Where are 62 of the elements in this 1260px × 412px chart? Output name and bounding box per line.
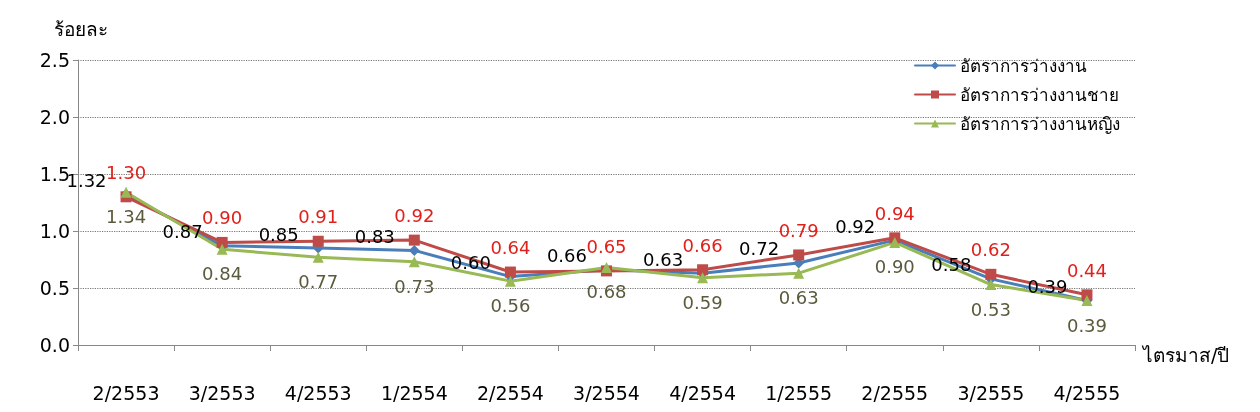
- data-label: 0.56: [490, 295, 531, 317]
- x-axis-title: ไตรมาส/ปี: [1141, 343, 1230, 366]
- legend-label: อัตราการว่างงานชาย: [960, 84, 1119, 105]
- data-label: 0.90: [874, 256, 915, 278]
- point: [793, 249, 805, 261]
- data-label: 0.92: [394, 205, 435, 227]
- data-label: 0.64: [490, 237, 531, 259]
- point: [793, 267, 805, 279]
- data-label: 0.63: [778, 287, 819, 309]
- data-label: 1.30: [106, 161, 147, 183]
- x-tick-label: 4/2553: [284, 381, 352, 404]
- y-tick-label: 1.0: [39, 220, 70, 242]
- point: [408, 256, 420, 268]
- y-tick-label: 0.0: [39, 334, 70, 356]
- data-label: 0.44: [1066, 259, 1107, 281]
- data-label: 0.53: [970, 298, 1011, 320]
- data-label: 0.68: [586, 281, 627, 303]
- point: [697, 272, 709, 284]
- point: [504, 266, 516, 278]
- data-label: 0.90: [202, 207, 243, 229]
- x-tick-label: 3/2555: [957, 381, 1025, 404]
- legend-label: อัตราการว่างงานหญิง: [960, 113, 1120, 134]
- x-tick-label: 3/2553: [188, 381, 256, 404]
- data-label: 0.73: [394, 275, 435, 297]
- point: [216, 236, 228, 248]
- y-tick-label: 0.5: [39, 277, 70, 299]
- data-label: 0.94: [874, 202, 915, 224]
- data-label: 0.92: [835, 215, 876, 237]
- data-label: 0.59: [682, 291, 723, 313]
- data-label: 0.72: [739, 238, 780, 260]
- data-label: 0.63: [643, 248, 684, 270]
- data-label: 0.66: [546, 245, 587, 267]
- y-tick-label: 2.5: [39, 49, 70, 71]
- data-label: 0.77: [298, 271, 339, 293]
- data-label: 0.85: [258, 223, 299, 245]
- data-label: 0.79: [778, 219, 819, 241]
- data-label: 0.84: [202, 263, 243, 285]
- data-label: 0.91: [298, 206, 339, 228]
- y-tick-label: 1.5: [39, 163, 70, 185]
- x-tick-label: 2/2553: [92, 381, 160, 404]
- data-label: 0.62: [970, 239, 1011, 261]
- point: [985, 279, 997, 291]
- data-label: 1.34: [106, 206, 147, 228]
- x-tick-label: 2/2555: [861, 381, 929, 404]
- point: [312, 235, 324, 247]
- point: [1081, 289, 1093, 301]
- y-axis-title: ร้อยละ: [54, 17, 108, 40]
- point: [312, 251, 324, 263]
- data-label: 0.66: [682, 234, 723, 256]
- data-label: 0.65: [586, 235, 627, 257]
- point: [985, 268, 997, 280]
- x-tick-label: 1/2554: [380, 381, 448, 404]
- x-tick-label: 2/2554: [476, 381, 544, 404]
- x-tick-label: 4/2554: [669, 381, 737, 404]
- legend-label: อัตราการว่างงาน: [960, 55, 1087, 76]
- x-tick-label: 4/2555: [1053, 381, 1121, 404]
- point: [408, 234, 420, 246]
- x-tick-label: 1/2555: [765, 381, 833, 404]
- data-label: 0.39: [1066, 314, 1107, 336]
- point: [504, 275, 516, 287]
- y-tick-label: 2.0: [39, 106, 70, 128]
- x-tick-label: 3/2554: [573, 381, 640, 404]
